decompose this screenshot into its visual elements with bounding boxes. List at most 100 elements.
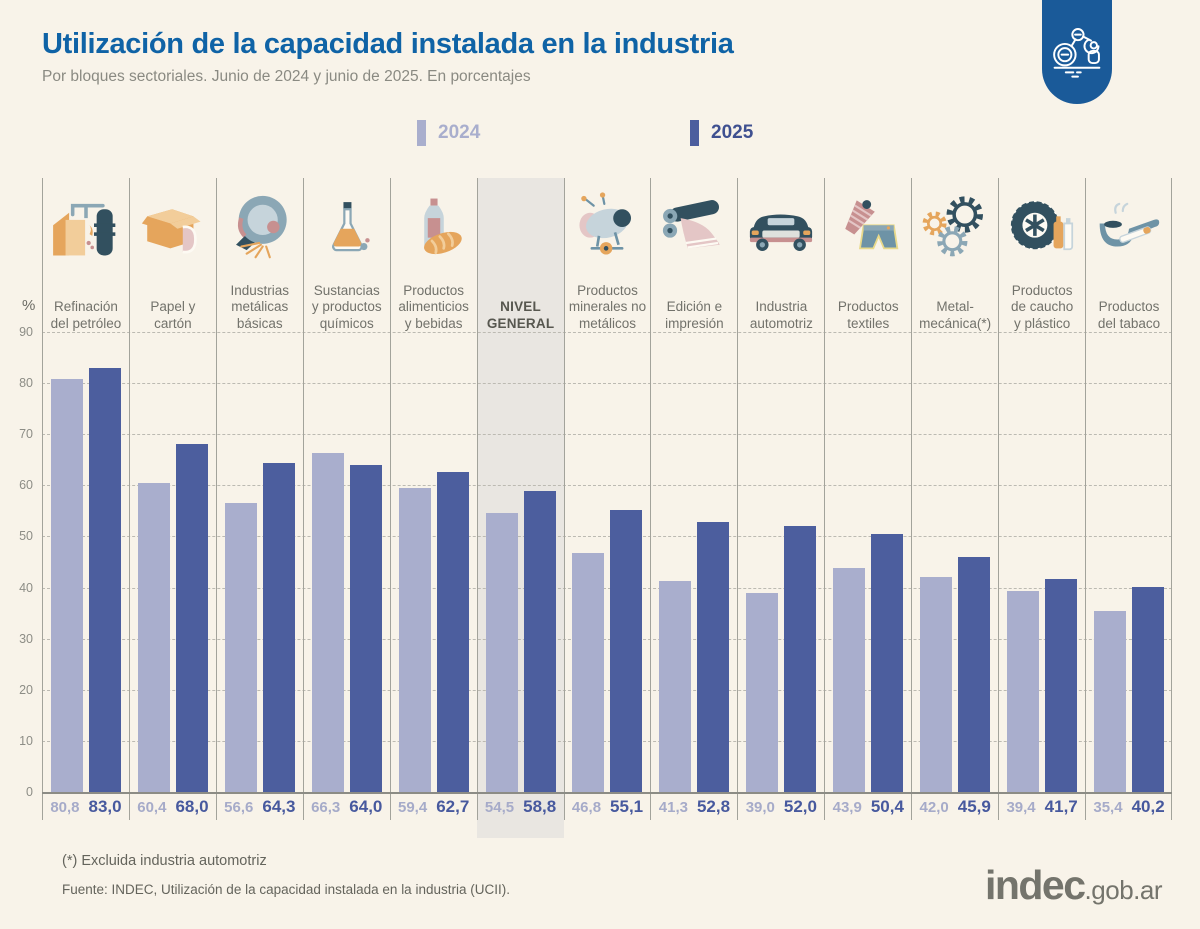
oil-refinery-icon: [43, 184, 129, 270]
printing-press-icon: [651, 184, 737, 270]
bar-2024: [746, 592, 779, 792]
bar-2025: [436, 471, 469, 792]
bar-2025: [610, 510, 643, 792]
bar-group: [478, 178, 564, 792]
category-column-13: Productos del tabaco 35,4 40,2: [1085, 178, 1172, 820]
value-label-2024: 46,8: [571, 798, 602, 816]
value-labels: 41,3 52,8: [651, 794, 737, 820]
bar-group: [738, 178, 824, 792]
category-label: Refinación del petróleo: [50, 299, 122, 331]
gridline-70: [42, 434, 1172, 436]
value-label-2024: 39,4: [1006, 798, 1036, 816]
bar-group: [391, 178, 477, 792]
cardboard-box-icon: [130, 184, 216, 270]
bar-2025: [871, 534, 904, 792]
bar-group: [825, 178, 911, 792]
y-axis-unit-label: %: [22, 297, 36, 314]
indec-logo-suffix: .gob.ar: [1084, 875, 1163, 905]
value-label-2025: 40,2: [1131, 797, 1165, 816]
bar-group: [217, 178, 303, 792]
category-label: Industrias metálicas básicas: [230, 282, 290, 331]
gridline-60: [42, 485, 1172, 487]
y-tick-70: 70: [19, 427, 33, 442]
gears-icon: [912, 184, 998, 270]
category-label: Papel y cartón: [150, 299, 196, 331]
bar-2024: [398, 488, 431, 792]
value-label-2024: 54,5: [484, 798, 515, 816]
value-label-2024: 80,8: [50, 798, 80, 816]
value-labels: 54,5 58,8: [478, 794, 564, 820]
bar-2025: [523, 491, 556, 792]
value-labels: 46,8 55,1: [565, 794, 651, 820]
y-tick-20: 20: [19, 682, 33, 697]
value-label-2025: 62,7: [436, 797, 470, 816]
category-label: Productos de caucho y plástico: [1010, 282, 1074, 331]
cement-mixer-icon: [565, 184, 651, 270]
category-column-5: Productos alimenticios y bebidas 59,4 62,7: [389, 178, 477, 820]
textile-icon: [825, 184, 911, 270]
value-labels: 59,4 62,7: [391, 794, 477, 820]
chart-gridlines: [42, 332, 1172, 792]
bar-group: [304, 178, 390, 792]
category-column-4: Sustancias y productos químicos 66,3 64,0: [302, 178, 390, 820]
value-labels: 39,0 52,0: [738, 794, 824, 820]
value-label-2025: 83,0: [88, 797, 122, 816]
y-tick-30: 30: [19, 631, 33, 646]
bar-2024: [572, 552, 605, 792]
category-column-2: Papel y cartón 60,4 68,0: [128, 178, 216, 820]
value-labels: 42,0 45,9: [912, 794, 998, 820]
category-column-7: Productos minerales no metálicos 46,8 55,1: [563, 178, 651, 820]
tire-plastic-icon: [999, 184, 1085, 270]
bar-2025: [175, 444, 208, 792]
legend-swatch-2024: [417, 120, 426, 146]
chemical-flask-icon: [304, 184, 390, 270]
industry-badge: [1042, 0, 1112, 104]
category-column-3: Industrias metálicas básicas 56,6 64,3: [215, 178, 303, 820]
bar-2024: [311, 453, 344, 792]
category-label: Edición e impresión: [665, 299, 724, 331]
legend-item-2024: 2024: [417, 120, 480, 146]
bar-2025: [1045, 578, 1078, 792]
category-label: Productos minerales no metálicos: [568, 282, 647, 331]
value-label-2025: 41,7: [1044, 797, 1078, 816]
page-subtitle: Por bloques sectoriales. Junio de 2024 y…: [42, 68, 531, 85]
bar-2024: [137, 483, 170, 792]
bar-2025: [349, 464, 382, 792]
value-label-2025: 45,9: [957, 797, 991, 816]
legend-item-2025: 2025: [690, 120, 753, 146]
food-beverage-icon: [391, 184, 477, 270]
indec-logo: indec .gob.ar: [985, 862, 1163, 909]
gridline-50: [42, 536, 1172, 538]
bar-2024: [1094, 611, 1127, 792]
chart-right-border: [1171, 178, 1172, 820]
value-label-2025: 52,0: [783, 797, 817, 816]
category-column-6: NIVEL GENERAL 54,5 58,8: [476, 178, 564, 820]
category-column-1: Refinación del petróleo 80,8 83,0: [42, 178, 129, 820]
gridline-90: [42, 332, 1172, 333]
category-label: Productos alimenticios y bebidas: [398, 282, 469, 331]
category-label: Sustancias y productos químicos: [311, 282, 382, 331]
category-column-11: Metal- mecánica(*) 42,0 45,9: [911, 178, 998, 820]
value-label-2024: 60,4: [137, 798, 167, 816]
bar-2024: [833, 567, 866, 792]
value-label-2024: 43,9: [832, 798, 862, 816]
x-axis-baseline: [42, 792, 1172, 794]
value-label-2025: 50,4: [870, 797, 904, 816]
value-labels: 56,6 64,3: [217, 794, 303, 820]
value-label-2025: 58,8: [523, 797, 557, 816]
value-label-2025: 68,0: [175, 797, 209, 816]
legend-label-2025: 2025: [711, 122, 754, 143]
page-title: Utilización de la capacidad instalada en…: [42, 28, 734, 60]
car-icon: [738, 184, 824, 270]
value-labels: 80,8 83,0: [43, 794, 129, 820]
bar-group: [912, 178, 998, 792]
category-column-8: Edición e impresión 41,3 52,8: [650, 178, 737, 820]
y-tick-50: 50: [19, 529, 33, 544]
value-labels: 39,4 41,7: [999, 794, 1085, 820]
value-labels: 35,4 40,2: [1086, 794, 1172, 820]
category-label: Industria automotriz: [749, 299, 813, 331]
category-label: Productos del tabaco: [1097, 299, 1161, 331]
tobacco-pipe-icon: [1086, 184, 1172, 270]
chart-footnote: (*) Excluida industria automotriz: [62, 853, 267, 869]
gridline-40: [42, 587, 1172, 589]
